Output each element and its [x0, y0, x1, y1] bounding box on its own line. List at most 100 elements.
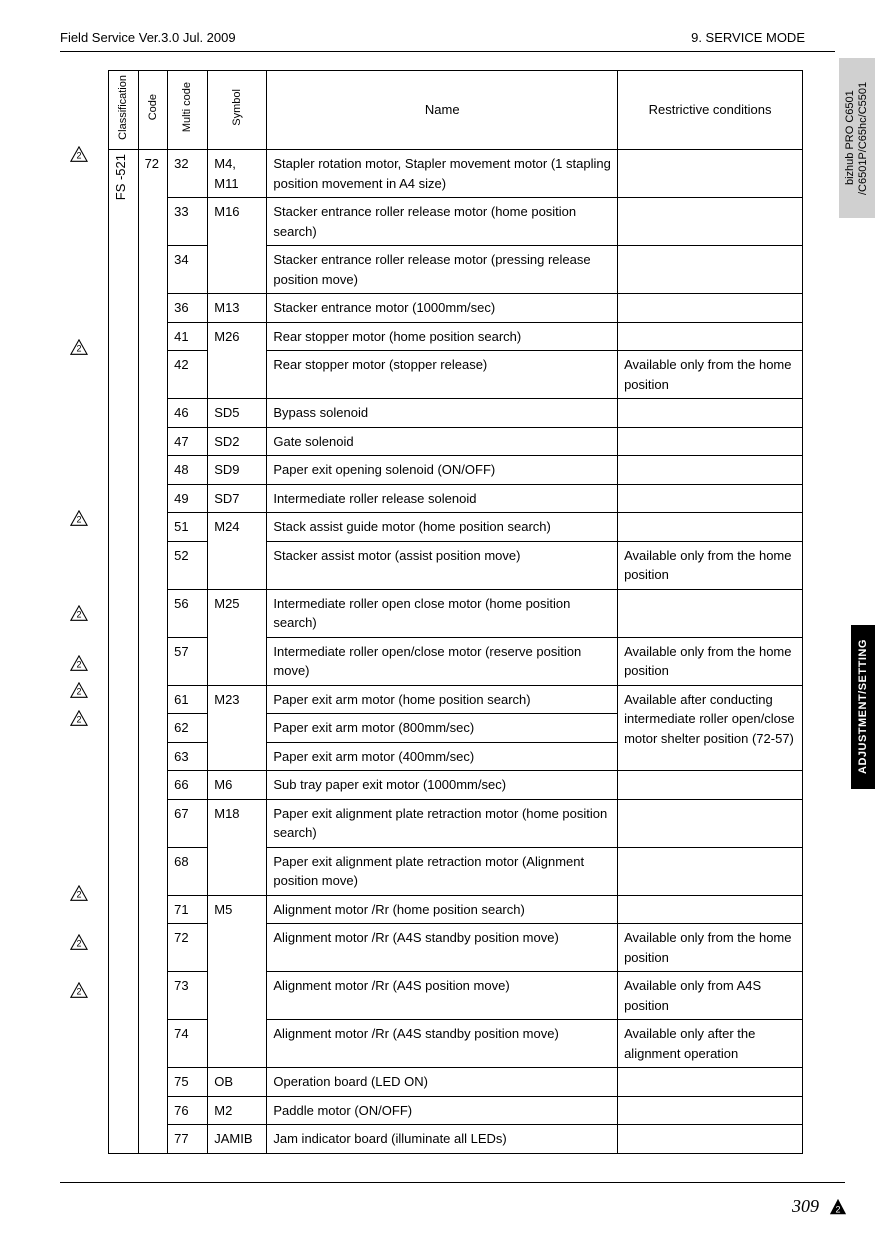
header-right: 9. SERVICE MODE [691, 30, 805, 45]
restrict-cell: Available only from A4S position [618, 972, 803, 1020]
multi-code-cell: 68 [168, 847, 208, 895]
revision-marker-icon: 2 [70, 146, 88, 162]
multi-code-cell: 75 [168, 1068, 208, 1097]
revision-marker-icon: 2 [70, 655, 88, 671]
restrict-cell [618, 771, 803, 800]
symbol-cell: M23 [208, 685, 267, 771]
name-cell: Gate solenoid [267, 427, 618, 456]
restrict-cell [618, 799, 803, 847]
multi-code-cell: 77 [168, 1125, 208, 1154]
multi-code-cell: 66 [168, 771, 208, 800]
name-cell: Paper exit arm motor (400mm/sec) [267, 742, 618, 771]
restrict-cell: Available only from the home position [618, 541, 803, 589]
name-cell: Rear stopper motor (stopper release) [267, 351, 618, 399]
name-cell: Stacker entrance motor (1000mm/sec) [267, 294, 618, 323]
multi-code-cell: 73 [168, 972, 208, 1020]
table-row: 36M13Stacker entrance motor (1000mm/sec) [109, 294, 803, 323]
footnote-badge-icon: 2 [829, 1198, 847, 1216]
col-code: Code [138, 71, 168, 150]
multi-code-cell: 48 [168, 456, 208, 485]
name-cell: Paddle motor (ON/OFF) [267, 1096, 618, 1125]
name-cell: Stacker entrance roller release motor (h… [267, 198, 618, 246]
symbol-cell: M24 [208, 513, 267, 590]
restrict-cell [618, 456, 803, 485]
restrict-cell [618, 246, 803, 294]
multi-code-cell: 51 [168, 513, 208, 542]
table-row: 56M25Intermediate roller open close moto… [109, 589, 803, 637]
revision-marker-icon: 2 [70, 934, 88, 950]
restrict-cell [618, 322, 803, 351]
table-row: 66M6Sub tray paper exit motor (1000mm/se… [109, 771, 803, 800]
multi-code-cell: 32 [168, 150, 208, 198]
multi-code-cell: 36 [168, 294, 208, 323]
svg-text:2: 2 [76, 987, 81, 997]
svg-text:2: 2 [76, 660, 81, 670]
table-row: 67M18Paper exit alignment plate retracti… [109, 799, 803, 847]
col-name: Name [267, 71, 618, 150]
restrict-cell: Available only after the alignment opera… [618, 1020, 803, 1068]
name-cell: Alignment motor /Rr (A4S standby positio… [267, 1020, 618, 1068]
header-left: Field Service Ver.3.0 Jul. 2009 [60, 30, 236, 45]
table-row: 47SD2Gate solenoid [109, 427, 803, 456]
multi-code-cell: 47 [168, 427, 208, 456]
footer-rule [60, 1182, 845, 1183]
restrict-cell [618, 427, 803, 456]
restrict-cell [618, 513, 803, 542]
revision-marker-icon: 2 [70, 605, 88, 621]
name-cell: Paper exit alignment plate retraction mo… [267, 799, 618, 847]
side-tab-model: bizhub PRO C6501/C6501P/C65hc/C5501 [839, 58, 875, 218]
revision-marker-icon: 2 [70, 982, 88, 998]
revision-marker-icon: 2 [70, 682, 88, 698]
revision-marker-icon: 2 [70, 885, 88, 901]
table-row: 61M23Paper exit arm motor (home position… [109, 685, 803, 714]
name-cell: Stapler rotation motor, Stapler movement… [267, 150, 618, 198]
multi-code-cell: 34 [168, 246, 208, 294]
name-cell: Stack assist guide motor (home position … [267, 513, 618, 542]
table-row: 76M2Paddle motor (ON/OFF) [109, 1096, 803, 1125]
name-cell: Paper exit arm motor (home position sear… [267, 685, 618, 714]
restrict-cell [618, 150, 803, 198]
name-cell: Alignment motor /Rr (home position searc… [267, 895, 618, 924]
restrict-cell: Available only from the home position [618, 924, 803, 972]
restrict-cell: Available after conducting intermediate … [618, 685, 803, 771]
svg-text:2: 2 [76, 890, 81, 900]
symbol-cell: M26 [208, 322, 267, 399]
service-table: Classification Code Multi code Symbol Na… [108, 70, 803, 1154]
multi-code-cell: 49 [168, 484, 208, 513]
name-cell: Intermediate roller open/close motor (re… [267, 637, 618, 685]
code-cell: 72 [138, 150, 168, 1154]
symbol-cell: M25 [208, 589, 267, 685]
multi-code-cell: 76 [168, 1096, 208, 1125]
col-classification: Classification [109, 71, 139, 150]
page-number: 309 [792, 1196, 819, 1217]
restrict-cell [618, 484, 803, 513]
multi-code-cell: 61 [168, 685, 208, 714]
multi-code-cell: 62 [168, 714, 208, 743]
multi-code-cell: 67 [168, 799, 208, 847]
multi-code-cell: 57 [168, 637, 208, 685]
table-row: 46SD5Bypass solenoid [109, 399, 803, 428]
symbol-cell: OB [208, 1068, 267, 1097]
svg-text:2: 2 [76, 515, 81, 525]
restrict-cell [618, 198, 803, 246]
col-multi-code: Multi code [168, 71, 208, 150]
multi-code-cell: 41 [168, 322, 208, 351]
symbol-cell: M6 [208, 771, 267, 800]
restrict-cell [618, 1096, 803, 1125]
svg-text:2: 2 [835, 1204, 840, 1214]
table-row: 71M5Alignment motor /Rr (home position s… [109, 895, 803, 924]
multi-code-cell: 72 [168, 924, 208, 972]
symbol-cell: SD5 [208, 399, 267, 428]
table-row: 33M16Stacker entrance roller release mot… [109, 198, 803, 246]
name-cell: Alignment motor /Rr (A4S position move) [267, 972, 618, 1020]
restrict-cell [618, 399, 803, 428]
symbol-cell: M18 [208, 799, 267, 895]
name-cell: Paper exit opening solenoid (ON/OFF) [267, 456, 618, 485]
table-row: 75OBOperation board (LED ON) [109, 1068, 803, 1097]
col-symbol: Symbol [208, 71, 267, 150]
revision-marker-icon: 2 [70, 339, 88, 355]
symbol-cell: JAMIB [208, 1125, 267, 1154]
side-tab-section: ADJUSTMENT/SETTING [851, 625, 875, 789]
table-header-row: Classification Code Multi code Symbol Na… [109, 71, 803, 150]
revision-marker-icon: 2 [70, 510, 88, 526]
